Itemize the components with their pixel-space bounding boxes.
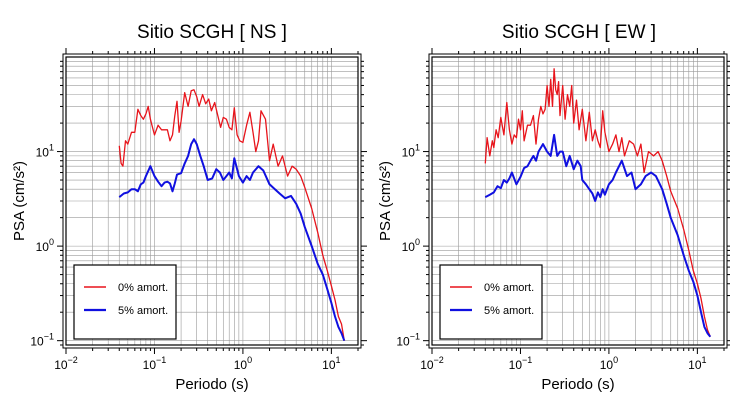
x-tick-label: 10−1 — [509, 355, 533, 372]
x-tick-label: 10−1 — [143, 355, 167, 372]
x-axis-label: Periodo (s) — [175, 376, 248, 393]
x-tick-label-base: 10 — [54, 358, 68, 372]
y-tick-label: 101 — [402, 143, 420, 160]
x-tick-label-base: 10 — [143, 358, 157, 372]
x-tick-label-exp: −2 — [68, 355, 78, 365]
y-tick-label: 100 — [36, 237, 54, 254]
y-tick-label-exp: 1 — [49, 143, 54, 153]
legend-label: 5% amort. — [484, 305, 534, 317]
y-tick-label-base: 10 — [402, 240, 416, 254]
legend-label: 0% amort. — [484, 282, 534, 294]
x-tick-label: 100 — [234, 355, 252, 372]
x-tick-label-base: 10 — [322, 358, 336, 372]
x-tick-label-base: 10 — [688, 358, 702, 372]
y-tick-label: 10−1 — [30, 332, 54, 349]
y-tick-label: 101 — [36, 143, 54, 160]
series-line-undamped — [484, 68, 711, 338]
legend-box — [73, 264, 177, 340]
series-line-undamped — [118, 89, 345, 341]
y-tick-label-exp: 1 — [415, 143, 420, 153]
y-tick-label-exp: 0 — [415, 237, 420, 247]
x-tick-label: 100 — [600, 355, 618, 372]
grid — [65, 57, 359, 346]
axis-ticks — [57, 48, 367, 354]
legend-box — [439, 264, 543, 340]
x-tick-label-base: 10 — [420, 358, 434, 372]
x-tick-label-base: 10 — [600, 358, 614, 372]
y-tick-label-base: 10 — [402, 146, 416, 160]
x-tick-label-exp: −2 — [434, 355, 444, 365]
plot-frame — [431, 56, 725, 346]
series-line-damped — [484, 133, 712, 338]
y-axis-label: PSA (cm/s²) — [11, 161, 28, 241]
x-tick-label-exp: 1 — [702, 355, 707, 365]
y-axis-label: PSA (cm/s²) — [377, 161, 394, 241]
x-tick-label: 101 — [322, 355, 340, 372]
legend-label: 5% amort. — [118, 305, 168, 317]
x-tick-label-exp: −1 — [522, 355, 532, 365]
x-tick-label-exp: −1 — [156, 355, 166, 365]
x-tick-label: 10−2 — [420, 355, 444, 372]
y-tick-label-exp: 0 — [49, 237, 54, 247]
y-tick-label: 10−1 — [396, 332, 420, 349]
chart-title: Sitio SCGH [ NS ] — [137, 22, 287, 43]
chart-title: Sitio SCGH [ EW ] — [502, 22, 656, 43]
y-tick-label-base: 10 — [36, 240, 50, 254]
legend: 0% amort. 5% amort. — [439, 264, 543, 340]
series-line-damped — [118, 138, 346, 342]
x-tick-label-base: 10 — [509, 358, 523, 372]
x-tick-label-exp: 0 — [247, 355, 252, 365]
x-tick-label: 10−2 — [54, 355, 78, 372]
x-axis-label: Periodo (s) — [541, 376, 614, 393]
x-tick-label-exp: 0 — [613, 355, 618, 365]
y-tick-label-base: 10 — [36, 146, 50, 160]
y-tick-label-exp: −1 — [44, 332, 54, 342]
x-tick-label-base: 10 — [234, 358, 248, 372]
x-tick-label: 101 — [688, 355, 706, 372]
y-tick-label-base: 10 — [396, 335, 410, 349]
x-tick-label-exp: 1 — [336, 355, 341, 365]
plot-frame — [65, 56, 359, 346]
y-tick-label: 100 — [402, 237, 420, 254]
y-tick-label-exp: −1 — [410, 332, 420, 342]
y-tick-label-base: 10 — [30, 335, 44, 349]
legend-label: 0% amort. — [118, 282, 168, 294]
legend: 0% amort. 5% amort. — [73, 264, 177, 340]
